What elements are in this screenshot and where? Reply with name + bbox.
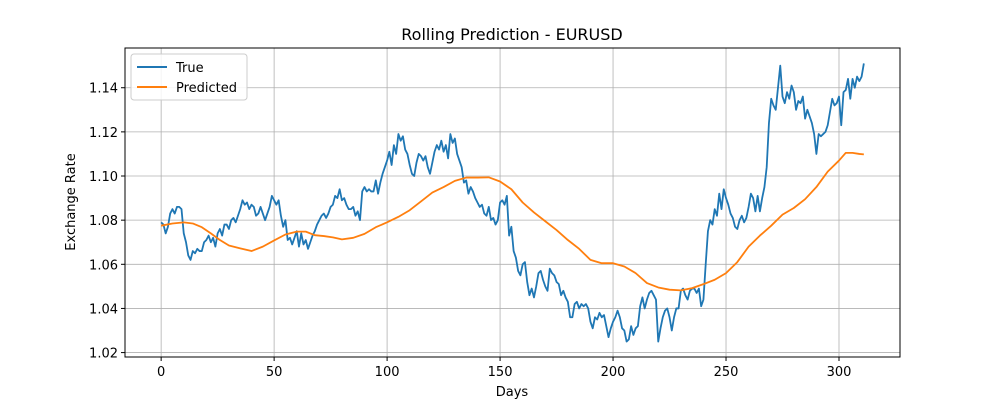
x-tick-label: 300 [827,365,852,380]
series-line-true [160,63,865,343]
axis-ticks: 0 50 100 150 200 250 300 1.02 1.04 1.06 1.08 1.10 1.… [89,82,851,380]
x-axis-title: Days [496,385,529,400]
x-tick-label: 100 [375,365,400,380]
y-tick-label: 1.08 [89,214,118,229]
legend-box [130,53,248,101]
x-tick-label: 200 [601,365,626,380]
y-tick-label: 1.12 [89,126,118,141]
x-tick-label: 50 [266,365,283,380]
chart-title: Rolling Prediction - EURUSD [401,25,622,44]
legend-label-true: True [175,61,204,76]
series-line-predicted [160,151,864,292]
x-tick-label: 150 [488,365,513,380]
x-tick-label: 250 [714,365,739,380]
legend: True Predicted [130,53,248,101]
y-tick-label: 1.14 [89,82,118,97]
y-tick-label: 1.10 [89,170,118,185]
x-tick-label: 0 [157,365,165,380]
plot-series [160,63,865,343]
y-axis-title: Exchange Rate [64,153,79,250]
y-tick-label: 1.02 [89,347,118,362]
y-tick-label: 1.04 [89,302,118,317]
grid [125,48,900,357]
plot-frame [124,47,901,358]
y-tick-label: 1.06 [89,258,118,273]
legend-label-predicted: Predicted [176,81,237,96]
